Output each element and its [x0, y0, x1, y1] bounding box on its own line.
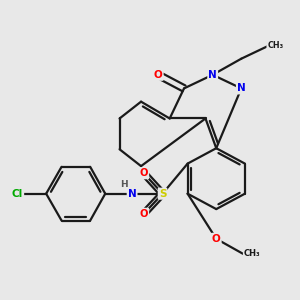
- Text: O: O: [212, 234, 220, 244]
- Text: H: H: [120, 180, 128, 189]
- Text: N: N: [237, 83, 246, 93]
- Text: S: S: [159, 189, 166, 199]
- Text: O: O: [140, 168, 148, 178]
- Text: Cl: Cl: [12, 189, 23, 199]
- Text: N: N: [208, 70, 217, 80]
- Text: CH₃: CH₃: [267, 40, 284, 50]
- Text: CH₃: CH₃: [244, 249, 260, 258]
- Text: O: O: [154, 70, 163, 80]
- Text: N: N: [128, 189, 136, 199]
- Text: O: O: [140, 209, 148, 219]
